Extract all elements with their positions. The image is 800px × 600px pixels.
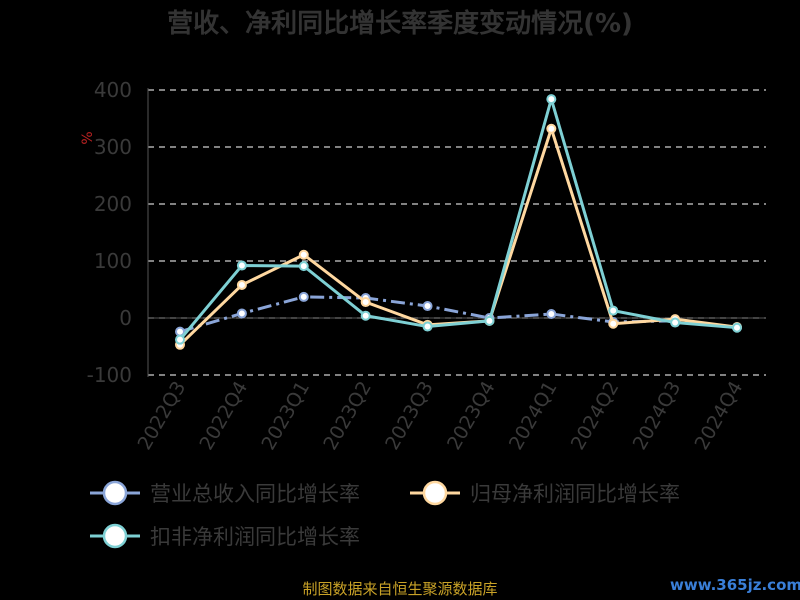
data-point[interactable] <box>298 249 309 260</box>
data-point[interactable] <box>546 123 557 134</box>
series-line <box>178 97 738 341</box>
data-point[interactable] <box>732 322 742 333</box>
legend-marker <box>102 523 128 549</box>
data-point[interactable] <box>670 317 681 328</box>
data-point[interactable] <box>484 315 495 326</box>
data-point[interactable] <box>298 261 309 272</box>
legend-marker <box>422 480 448 506</box>
data-point[interactable] <box>360 310 371 321</box>
series-line <box>178 127 738 346</box>
footer-source: 制图数据来自恒生聚源数据库 <box>302 580 497 598</box>
data-point[interactable] <box>236 279 247 290</box>
y-axis-ticks: 400 300 200 100 0 -100 <box>87 78 132 387</box>
y-tick-label: 100 <box>94 249 132 273</box>
data-point[interactable] <box>236 308 247 319</box>
watermark: www.365jz.com <box>670 576 800 594</box>
series-2 <box>175 123 742 350</box>
y-tick-label: -100 <box>87 363 132 387</box>
x-tick-label: 2022Q4 <box>195 378 252 454</box>
legend-item[interactable]: 营业总收入同比增长率 <box>90 480 360 506</box>
legend-marker <box>102 480 128 506</box>
data-point[interactable] <box>422 301 433 312</box>
data-point[interactable] <box>360 297 371 308</box>
y-tick-label: 200 <box>94 192 132 216</box>
y-tick-label: 0 <box>119 306 132 330</box>
y-tick-label: 400 <box>94 78 132 102</box>
data-point[interactable] <box>298 291 309 302</box>
data-point[interactable] <box>422 321 433 332</box>
data-point[interactable] <box>546 309 557 320</box>
series-1 <box>175 291 742 337</box>
series-3 <box>175 94 742 345</box>
legend-label: 扣非净利润同比增长率 <box>150 525 360 549</box>
legend-label: 营业总收入同比增长率 <box>150 482 360 506</box>
x-tick-label: 2022Q3 <box>134 378 191 454</box>
y-axis-unit: % <box>80 131 96 144</box>
data-point[interactable] <box>608 305 619 316</box>
gridlines <box>147 88 766 377</box>
legend-label: 归母净利润同比增长率 <box>470 482 680 506</box>
data-point[interactable] <box>175 334 185 345</box>
x-tick-label: 2023Q3 <box>381 378 438 454</box>
chart-title: 营收、净利同比增长率季度变动情况(%) <box>167 8 633 39</box>
x-tick-label: 2023Q2 <box>319 378 376 454</box>
legend-item[interactable]: 扣非净利润同比增长率 <box>90 523 360 549</box>
x-axis-ticks: 2022Q3 2022Q4 2023Q1 2023Q2 2023Q3 2023Q4 2024… <box>134 378 748 454</box>
x-tick-label: 2024Q4 <box>691 378 748 454</box>
x-tick-label: 2024Q2 <box>567 378 624 454</box>
data-point[interactable] <box>546 94 557 105</box>
x-tick-label: 2024Q3 <box>629 378 686 454</box>
legend-item[interactable]: 归母净利润同比增长率 <box>410 480 680 506</box>
x-tick-label: 2024Q1 <box>505 378 562 454</box>
data-point[interactable] <box>608 318 619 329</box>
x-tick-label: 2023Q1 <box>257 378 314 454</box>
x-tick-label: 2023Q4 <box>443 378 500 454</box>
data-point[interactable] <box>236 260 247 271</box>
y-tick-label: 300 <box>94 135 132 159</box>
series-lines <box>175 94 742 350</box>
series-line <box>179 295 738 334</box>
